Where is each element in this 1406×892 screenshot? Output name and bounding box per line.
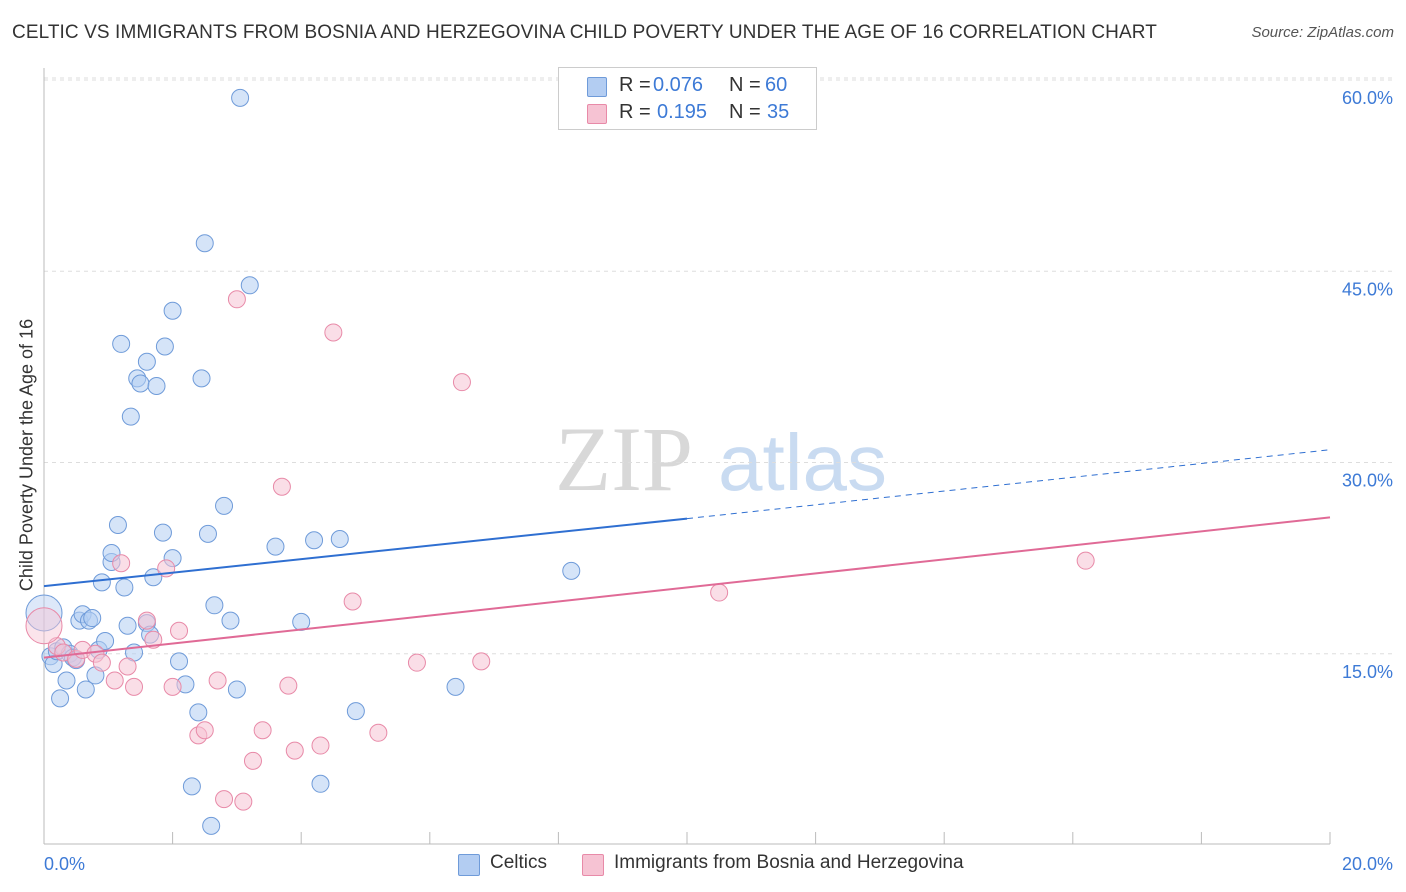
celtics-point (147, 377, 166, 395)
bosnia-point (279, 676, 298, 695)
celtics-point (446, 677, 465, 696)
bosnia-point (208, 671, 227, 690)
celtics-point (121, 407, 140, 426)
bosnia-point (25, 607, 63, 645)
celtics-point (330, 530, 349, 548)
bosnia-point (163, 677, 182, 696)
bosnia-point (369, 723, 388, 742)
bosnia-point (253, 721, 272, 740)
celtics-point (202, 816, 221, 835)
bosnia-point (1076, 551, 1095, 570)
bosnia-point (710, 583, 729, 602)
bosnia-legend-label: Immigrants from Bosnia and Herzegovina (614, 852, 964, 873)
celtics-point (192, 369, 211, 388)
celtics-point (266, 537, 285, 556)
bosnia-point (105, 671, 124, 690)
celtics-point (108, 515, 127, 534)
y-tick-label: 15.0% (1342, 662, 1393, 682)
bosnia-point (243, 751, 262, 770)
celtics-point (57, 671, 76, 690)
bosnia-point (472, 652, 491, 671)
x-tick-label-max: 20.0% (1342, 854, 1393, 874)
celtics-point (137, 352, 156, 371)
celtics-legend-label: Celtics (490, 852, 548, 873)
celtics-point (112, 334, 131, 353)
celtics-point (83, 609, 102, 628)
celtics-point (227, 680, 246, 699)
celtics-point (25, 594, 63, 632)
legend-r-value: 0.195 (657, 101, 708, 123)
bosnia-point (452, 373, 471, 392)
celtics-point (221, 611, 240, 630)
bosnia-point (311, 736, 330, 755)
celtics-point (189, 703, 208, 722)
bosnia-point (272, 477, 291, 496)
bosnia-point (92, 653, 111, 672)
bosnia-point (144, 630, 163, 649)
watermark-atlas: atlas (718, 418, 887, 507)
y-tick-label: 45.0% (1342, 279, 1393, 299)
celtics-point (163, 301, 182, 320)
legend-n-label: N = (729, 101, 761, 123)
celtics-point (240, 276, 259, 295)
celtics-point (155, 337, 174, 356)
celtics-point (195, 234, 214, 253)
bosnia-point (170, 621, 189, 640)
celtics-point (76, 680, 95, 699)
legend-r-label: R = (619, 101, 651, 123)
y-tick-label: 60.0% (1342, 88, 1393, 108)
bosnia-legend-swatch (582, 854, 604, 876)
legend-n-label: N = (729, 74, 761, 96)
celtics-point (311, 774, 330, 793)
x-tick-label-min: 0.0% (44, 854, 85, 874)
bosnia-point (407, 653, 426, 672)
celtics-legend-swatch (458, 854, 480, 876)
celtics-point (96, 632, 115, 650)
bosnia-point (112, 554, 131, 573)
celtics-point (51, 689, 70, 708)
celtics-swatch (587, 77, 607, 97)
y-axis-label: Child Poverty Under the Age of 16 (16, 318, 37, 592)
legend-n-value: 60 (765, 74, 788, 96)
y-tick-label: 30.0% (1342, 471, 1393, 491)
celtics-trend-line (43, 517, 688, 588)
bosnia-point (137, 611, 156, 630)
celtics-point (115, 578, 134, 597)
bosnia-point (234, 792, 253, 811)
bosnia-trend-line (43, 516, 1331, 659)
bosnia-point (227, 290, 246, 309)
bosnia-point (125, 677, 144, 696)
celtics-point (170, 652, 189, 671)
bosnia-point (118, 657, 137, 676)
watermark-zip: ZIP (555, 408, 693, 510)
bosnia-point (343, 592, 362, 611)
celtics-point (131, 374, 150, 393)
bosnia-point (195, 721, 214, 740)
bosnia-swatch (587, 104, 607, 124)
celtics-point (182, 777, 201, 796)
celtics-point (215, 496, 234, 515)
bosnia-point (215, 790, 234, 809)
celtics-point (118, 616, 137, 635)
celtics-point (153, 523, 172, 542)
chart-title: CELTIC VS IMMIGRANTS FROM BOSNIA AND HER… (12, 22, 1157, 43)
correlation-legend: R = 0.076 N = 60 R = 0.195 N = 35 (558, 67, 817, 130)
celtics-point (562, 561, 581, 580)
legend-r-label: R = (619, 74, 651, 96)
celtics-point (292, 612, 311, 631)
celtics-point (305, 531, 324, 550)
source-label: Source: ZipAtlas.com (1251, 24, 1394, 41)
celtics-point (205, 596, 224, 615)
celtics-trend-extension (686, 449, 1331, 520)
legend-n-value: 35 (767, 101, 790, 123)
celtics-point (92, 573, 111, 592)
celtics-point (144, 568, 163, 587)
legend-r-value: 0.076 (653, 74, 704, 96)
celtics-point (231, 88, 250, 107)
bosnia-point (285, 741, 304, 760)
celtics-point (198, 524, 217, 543)
bosnia-point (324, 323, 343, 342)
celtics-point (346, 702, 365, 721)
